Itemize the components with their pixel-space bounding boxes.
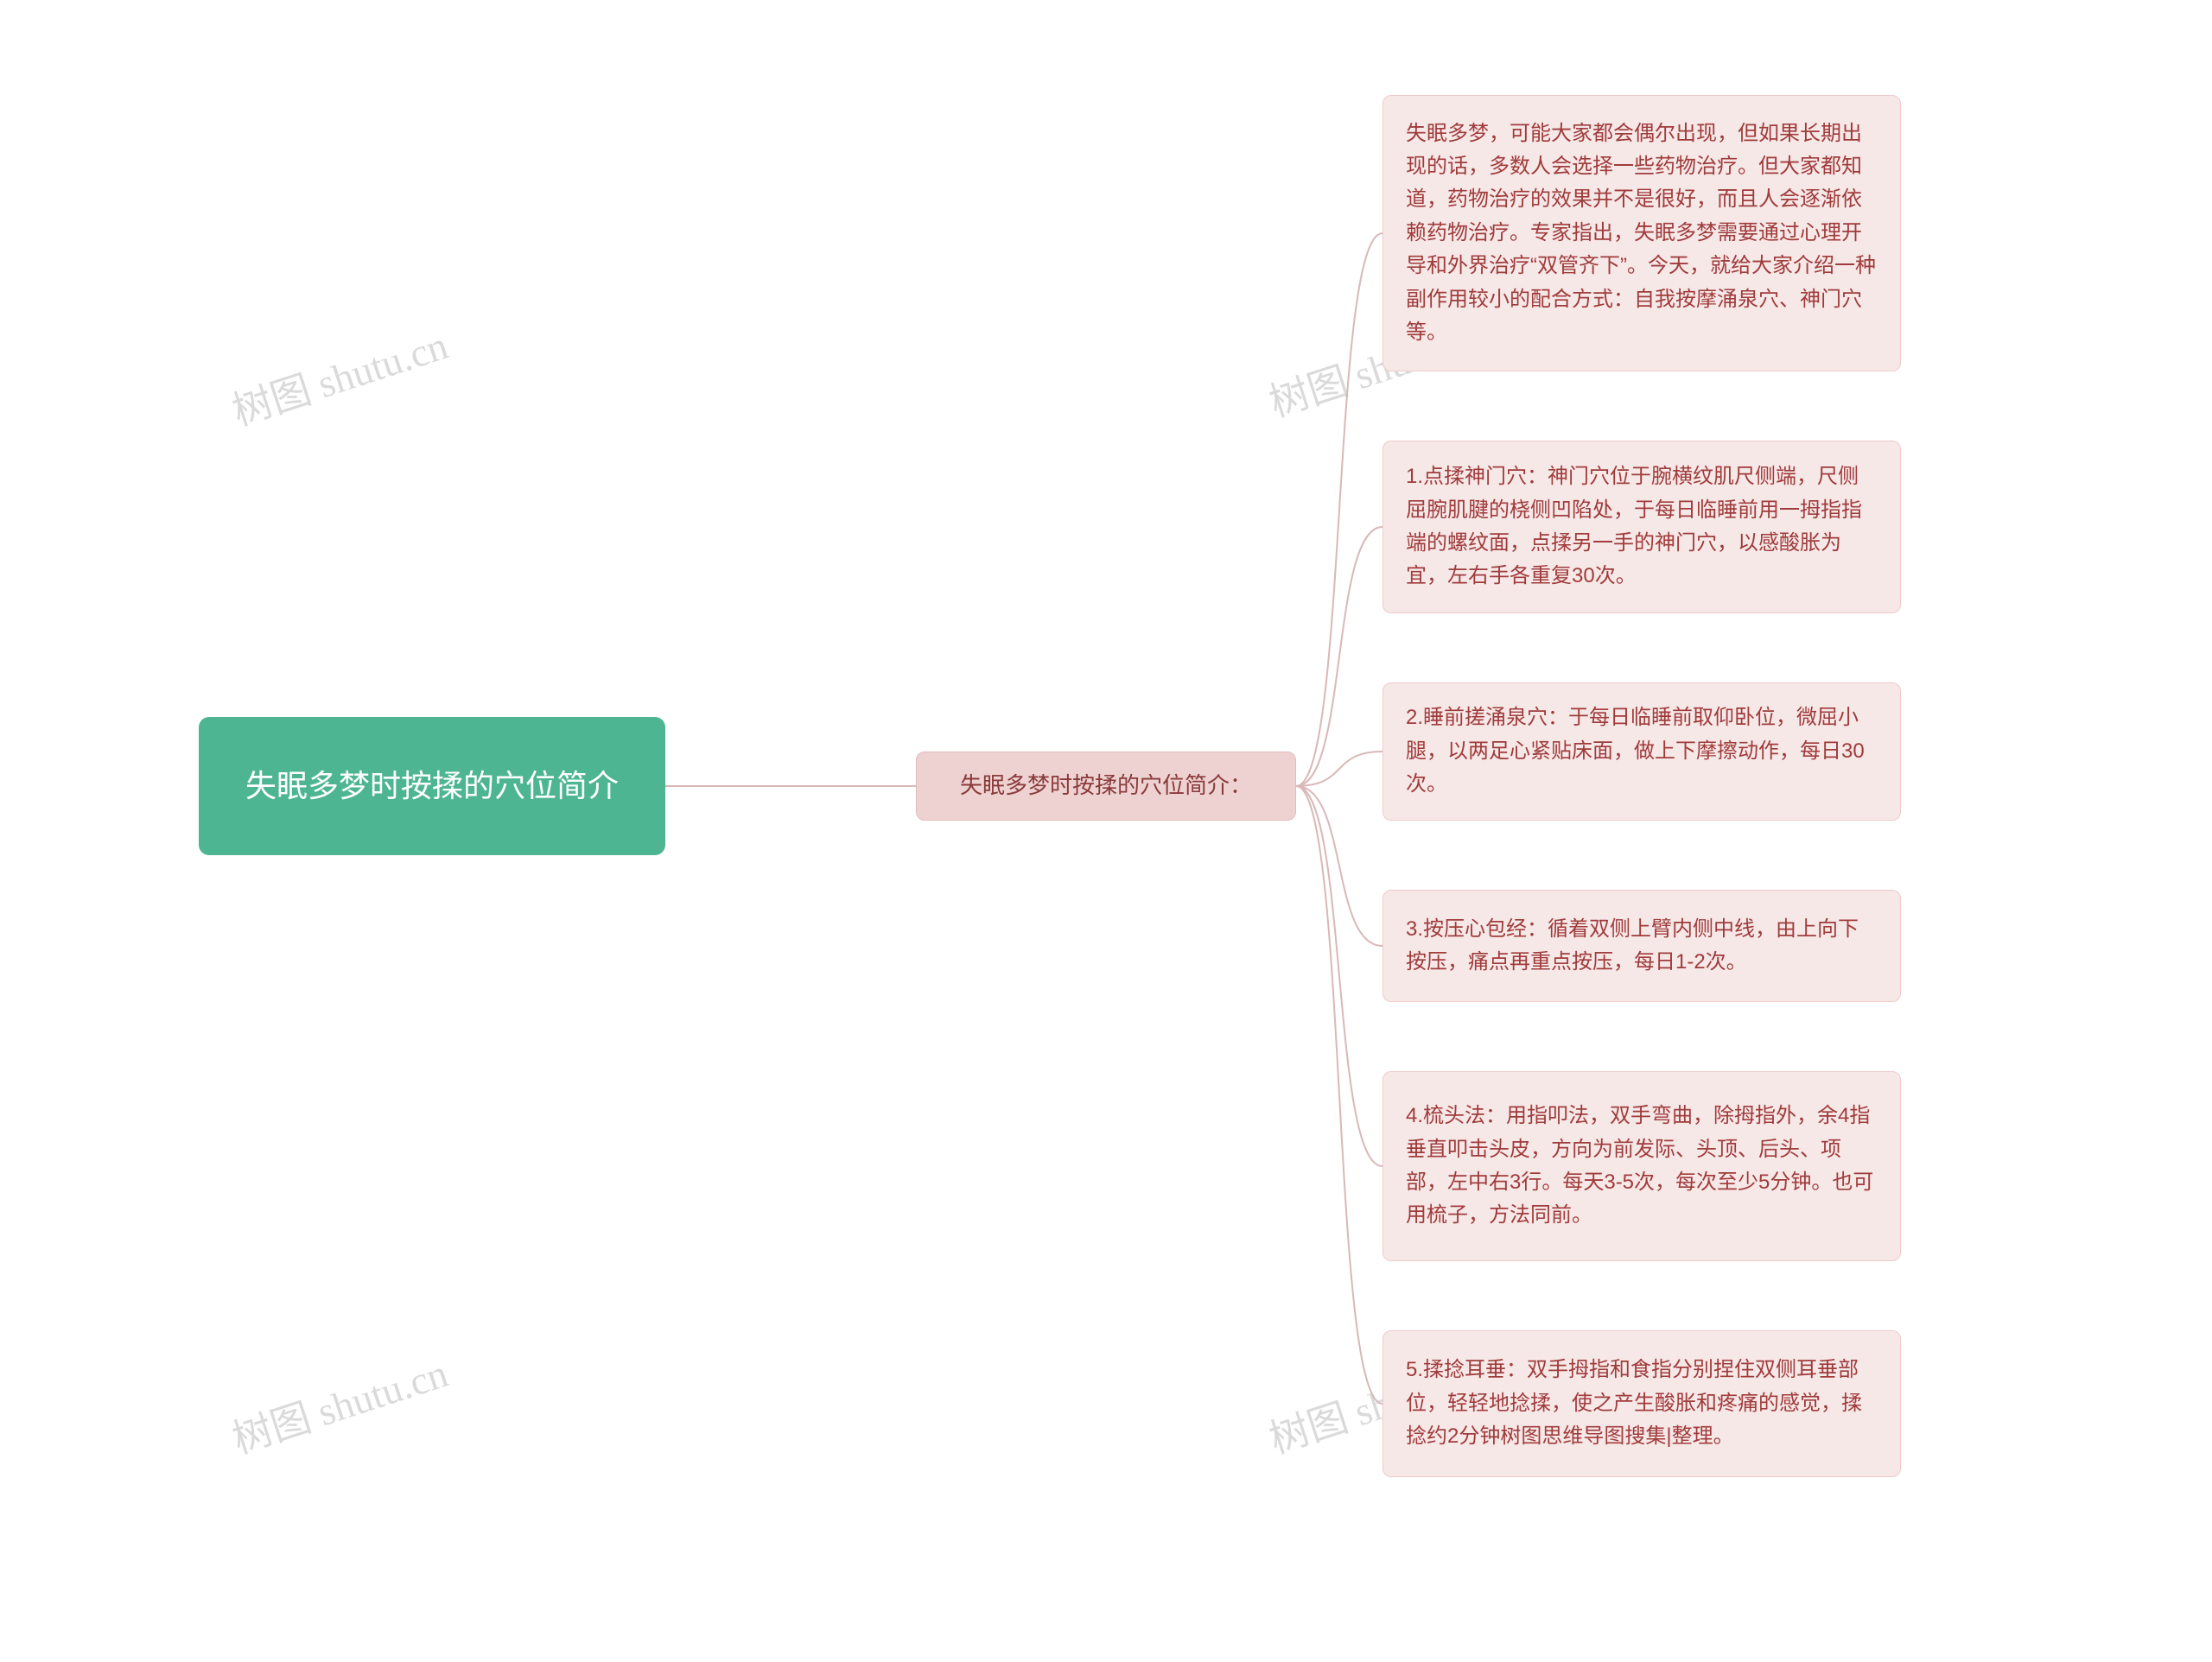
leaf-node[interactable]: 5.揉捻耳垂：双手拇指和食指分别捏住双侧耳垂部位，轻轻地捻揉，使之产生酸胀和疼痛… — [1382, 1330, 1901, 1477]
level1-node[interactable]: 失眠多梦时按揉的穴位简介： — [916, 752, 1296, 821]
watermark: 树图 shutu.cn — [225, 314, 454, 437]
leaf-node[interactable]: 1.点揉神门穴：神门穴位于腕横纹肌尺侧端，尺侧屈腕肌腱的桡侧凹陷处，于每日临睡前… — [1382, 441, 1901, 613]
leaf-node[interactable]: 2.睡前搓涌泉穴：于每日临睡前取仰卧位，微屈小腿，以两足心紧贴床面，做上下摩擦动… — [1382, 682, 1901, 821]
leaf-node[interactable]: 4.梳头法：用指叩法，双手弯曲，除拇指外，余4指垂直叩击头皮，方向为前发际、头顶… — [1382, 1071, 1901, 1261]
root-node[interactable]: 失眠多梦时按揉的穴位简介 — [199, 717, 665, 855]
leaf-node[interactable]: 失眠多梦，可能大家都会偶尔出现，但如果长期出现的话，多数人会选择一些药物治疗。但… — [1382, 95, 1901, 371]
leaf-node[interactable]: 3.按压心包经：循着双侧上臂内侧中线，由上向下按压，痛点再重点按压，每日1-2次… — [1382, 890, 1901, 1002]
mindmap-canvas: 树图 shutu.cn 树图 shutu.cn 树图 shutu.cn 树图 s… — [0, 0, 2212, 1662]
watermark: 树图 shutu.cn — [225, 1342, 454, 1465]
